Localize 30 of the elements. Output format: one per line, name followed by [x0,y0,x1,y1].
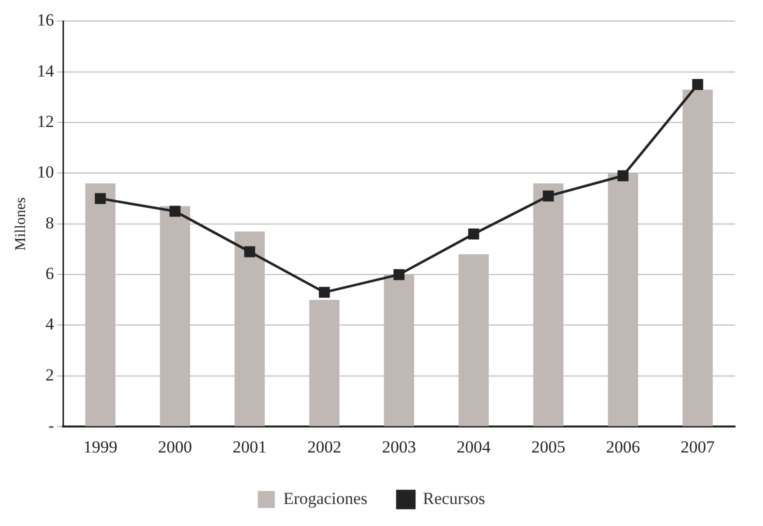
y-axis-title: Millones [12,197,29,251]
y-tick-label: 4 [46,314,54,334]
y-tick-label: 12 [37,112,54,132]
point [394,269,404,280]
x-tick-label: 2007 [680,437,716,456]
legend-label: Recursos [422,488,486,508]
y-tick-label: - [48,416,54,436]
legend-label: Erogaciones [283,488,368,508]
x-tick-label: 2002 [307,437,342,456]
point [618,170,628,182]
y-tick-label: 14 [37,61,54,80]
y-tick-label: 16 [37,10,54,30]
point [692,79,704,90]
y-tick-label: 10 [37,162,54,182]
point [244,246,256,258]
point [318,286,330,298]
x-tick-label: 2006 [606,437,640,456]
x-tick-label: 2003 [382,437,416,456]
point [94,193,106,204]
x-tick-label: 1999 [83,437,118,456]
x-tick-label: 2000 [158,437,192,456]
y-tick-label: 2 [46,365,54,384]
point [468,228,480,240]
x-tick-label: 2004 [456,437,492,456]
x-tick-label: 2005 [531,437,566,456]
x-tick-label: 2001 [232,437,267,456]
y-tick-label: 6 [46,264,54,284]
y-tick-label: 8 [46,213,54,232]
point [170,206,180,217]
point [542,190,554,202]
